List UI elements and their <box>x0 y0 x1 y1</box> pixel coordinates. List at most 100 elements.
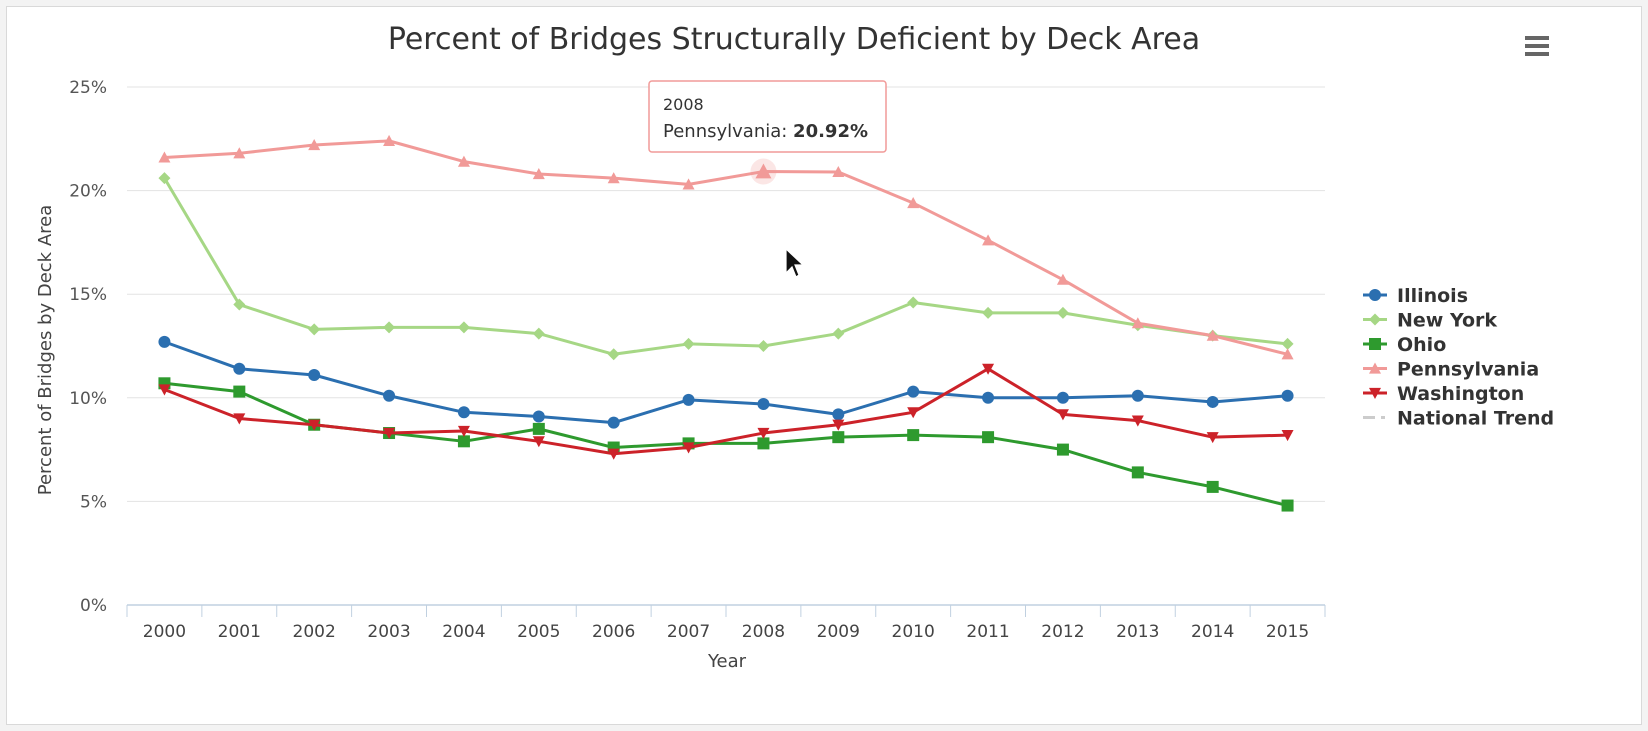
data-point-illinois <box>832 408 845 421</box>
data-point-new-york <box>457 321 470 334</box>
x-tick-label: 2007 <box>667 622 710 642</box>
data-point-illinois <box>158 335 171 348</box>
y-tick-label: 20% <box>69 182 107 202</box>
data-point-washington <box>1131 415 1144 427</box>
data-point-pennsylvania <box>832 165 845 178</box>
chart-container: Percent of Bridges Structurally Deficien… <box>6 6 1642 725</box>
series-line-illinois <box>163 340 1288 425</box>
data-point-washington <box>532 436 545 448</box>
y-tick-label: 25% <box>69 78 107 98</box>
x-tick-label: 2000 <box>143 622 186 642</box>
data-point-pennsylvania <box>1206 329 1219 341</box>
data-point-illinois <box>532 410 545 423</box>
data-point-pennsylvania <box>907 197 920 209</box>
series-illinois <box>158 335 1294 429</box>
legend-item-pennsylvania[interactable]: Pennsylvania <box>1363 359 1539 381</box>
data-point-illinois <box>757 398 770 411</box>
x-tick-label: 2013 <box>1116 622 1159 642</box>
series-washington <box>158 363 1294 460</box>
data-point-pennsylvania <box>1131 317 1144 329</box>
data-point-washington <box>607 448 620 460</box>
chart-title: Percent of Bridges Structurally Deficien… <box>388 22 1200 57</box>
data-point-pennsylvania <box>233 147 246 159</box>
data-point-ohio <box>457 435 470 448</box>
x-tick-label: 2001 <box>218 622 261 642</box>
legend-label: Washington <box>1397 383 1524 405</box>
data-point-washington <box>1206 432 1219 444</box>
data-point-illinois <box>1056 391 1069 404</box>
menu-button[interactable] <box>1520 29 1554 63</box>
data-point-illinois <box>907 385 920 398</box>
data-point-illinois <box>1281 389 1294 402</box>
data-point-new-york <box>907 296 920 309</box>
data-point-illinois <box>982 391 995 404</box>
legend-marker <box>1369 338 1381 350</box>
x-tick-label: 2005 <box>517 622 560 642</box>
x-tick-label: 2012 <box>1041 622 1084 642</box>
data-point-washington <box>308 419 321 431</box>
data-point-new-york <box>158 172 171 185</box>
y-tick-label: 10% <box>69 389 107 409</box>
x-tick-label: 2014 <box>1191 622 1234 642</box>
data-point-new-york <box>233 298 246 311</box>
data-point-new-york <box>383 321 396 334</box>
data-point-pennsylvania <box>532 168 545 180</box>
tooltip: 2008 Pennsylvania: 20.92% <box>648 80 887 153</box>
x-axis: 2000 2001 2002 2003 2004 2005 2006 2007 2008 2009… <box>126 604 1326 642</box>
tooltip-year: 2008 <box>663 95 704 114</box>
x-tick-label: 2002 <box>293 622 336 642</box>
data-point-washington <box>757 427 770 440</box>
legend-label: National Trend <box>1397 408 1554 430</box>
mouse-pointer-icon <box>785 247 805 278</box>
legend-label: New York <box>1397 310 1497 332</box>
data-point-ohio <box>233 385 246 398</box>
data-point-ohio <box>532 422 545 435</box>
hover-point <box>755 163 772 179</box>
tooltip-series-label: Pennsylvania: <box>663 121 793 142</box>
y-tick-label: 5% <box>80 492 107 512</box>
hamburger-icon <box>1525 36 1549 56</box>
legend-marker <box>1369 289 1381 301</box>
x-tick-label: 2011 <box>966 622 1009 642</box>
legend-marker <box>1369 313 1381 326</box>
data-point-washington <box>233 413 246 425</box>
data-point-ohio <box>982 431 995 444</box>
data-point-pennsylvania <box>457 155 470 167</box>
data-point-ohio <box>1281 499 1294 512</box>
data-point-washington <box>383 427 396 440</box>
data-point-illinois <box>1206 395 1219 408</box>
data-point-ohio <box>1131 466 1144 479</box>
data-point-pennsylvania <box>308 139 321 151</box>
x-tick-label: 2008 <box>742 622 785 642</box>
legend-marker <box>1369 362 1381 374</box>
y-tick-label: 0% <box>80 596 107 616</box>
data-point-washington <box>682 442 695 454</box>
data-point-illinois <box>308 369 321 382</box>
data-point-washington <box>907 407 920 419</box>
tooltip-box <box>648 80 887 153</box>
data-point-pennsylvania <box>158 151 171 163</box>
legend-label: Illinois <box>1397 285 1468 307</box>
data-point-washington <box>1281 429 1294 442</box>
series-pennsylvania <box>158 134 1294 360</box>
legend-item-washington[interactable]: Washington <box>1363 383 1524 405</box>
x-tick-label: 2009 <box>817 622 860 642</box>
data-point-pennsylvania <box>682 178 695 190</box>
data-point-washington <box>457 425 470 437</box>
legend-marker <box>1369 387 1381 399</box>
legend-item-illinois[interactable]: Illinois <box>1363 285 1468 307</box>
data-point-new-york <box>682 337 695 350</box>
data-point-washington <box>982 363 995 375</box>
data-point-illinois <box>1131 389 1144 402</box>
data-point-illinois <box>607 416 620 429</box>
data-point-ohio <box>1206 480 1219 493</box>
legend-item-national-trend[interactable]: National Trend <box>1363 408 1554 430</box>
data-point-illinois <box>457 406 470 419</box>
line-chart: Percent of Bridges Structurally Deficien… <box>35 22 1554 672</box>
data-point-new-york <box>607 348 620 361</box>
legend-item-new-york[interactable]: New York <box>1363 310 1497 332</box>
data-point-ohio <box>1056 443 1069 456</box>
data-point-washington <box>158 384 171 396</box>
legend-item-ohio[interactable]: Ohio <box>1363 334 1446 356</box>
